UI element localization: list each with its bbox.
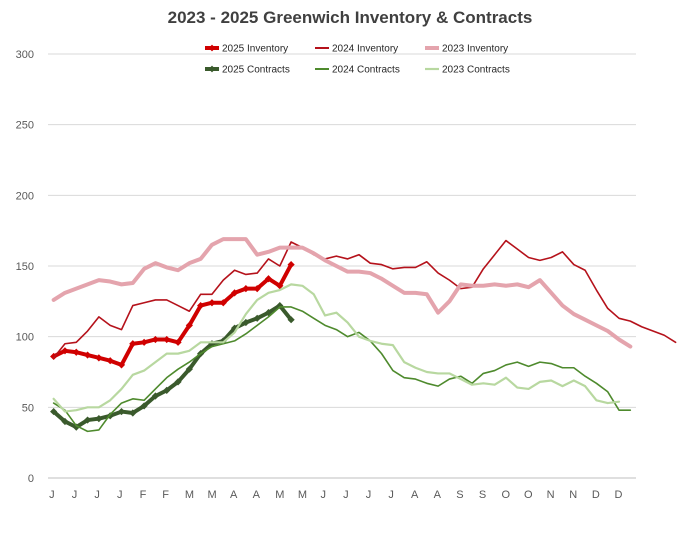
point-2025-contracts-8 (140, 402, 148, 410)
point-2025-contracts-21 (287, 316, 295, 324)
x-tick-label-13: J (343, 489, 349, 501)
point-2025-contracts-0 (50, 407, 58, 416)
x-tick-label-6: M (185, 489, 194, 501)
point-2025-inventory-0 (50, 352, 58, 361)
series-line-2025-contracts (51, 303, 294, 430)
series-line-2023-inventory (51, 237, 633, 349)
point-2025-inventory-12 (185, 321, 193, 329)
point-2025-inventory-20 (276, 282, 284, 290)
x-tick-label-5: F (162, 489, 169, 501)
y-tick-label-250: 250 (16, 120, 34, 132)
y-tick-label-50: 50 (22, 402, 34, 414)
y-tick-label-0: 0 (28, 473, 34, 485)
legend-label-5: 2023 Contracts (442, 65, 510, 76)
point-2025-contracts-17 (242, 318, 250, 327)
point-2025-contracts-2 (72, 423, 80, 431)
point-2025-inventory-16 (230, 289, 239, 297)
x-tick-label-15: J (388, 489, 394, 501)
point-2025-contracts-11 (174, 378, 182, 386)
point-2025-inventory-7 (129, 340, 137, 348)
point-2025-contracts-7 (129, 409, 137, 417)
x-tick-label-4: F (140, 489, 147, 501)
x-tick-label-14: J (366, 489, 372, 501)
x-tick-label-23: N (569, 489, 577, 501)
x-tick-label-3: J (117, 489, 123, 501)
point-2025-inventory-19 (264, 275, 273, 283)
point-2025-contracts-9 (151, 392, 160, 400)
legend-marker-0 (208, 44, 216, 52)
x-tick-label-17: A (434, 489, 442, 501)
point-2025-contracts-5 (106, 412, 114, 420)
x-tick-label-22: N (547, 489, 555, 501)
point-2025-inventory-21 (287, 260, 295, 269)
legend-marker-3 (208, 65, 216, 73)
legend-label-3: 2025 Contracts (222, 65, 290, 76)
point-2025-inventory-2 (72, 348, 80, 356)
series-line-2025-inventory (51, 262, 294, 367)
x-tick-label-21: O (524, 489, 533, 501)
point-2025-contracts-3 (83, 416, 92, 424)
legend-label-0: 2025 Inventory (222, 44, 288, 55)
x-tick-label-12: J (321, 489, 327, 501)
point-2025-inventory-14 (208, 299, 216, 307)
x-tick-label-16: A (411, 489, 419, 501)
series-line-2023-contracts (52, 283, 621, 413)
point-2025-inventory-9 (151, 335, 160, 344)
point-2025-contracts-18 (253, 314, 261, 322)
point-2025-inventory-15 (219, 299, 227, 307)
point-2025-contracts-1 (61, 417, 69, 426)
x-tick-label-9: A (253, 489, 261, 501)
x-tick-label-25: D (615, 489, 623, 501)
x-tick-label-0: J (49, 489, 55, 501)
series-line-2024-inventory (52, 239, 677, 359)
point-2025-inventory-3 (83, 351, 92, 359)
legend-label-4: 2024 Contracts (332, 65, 400, 76)
x-tick-label-11: M (298, 489, 307, 501)
point-2025-contracts-4 (95, 415, 103, 423)
series-line-2024-contracts (52, 306, 632, 433)
point-2025-contracts-20 (276, 301, 284, 310)
chart-title: 2023 - 2025 Greenwich Inventory & Contra… (167, 8, 533, 27)
y-tick-label-150: 150 (16, 261, 34, 273)
point-2025-contracts-10 (163, 386, 171, 394)
point-2025-contracts-12 (185, 365, 193, 373)
x-tick-label-1: J (72, 489, 78, 501)
point-2025-inventory-4 (95, 354, 103, 362)
x-tick-label-10: M (275, 489, 284, 501)
y-tick-label-100: 100 (16, 332, 34, 344)
x-tick-label-19: S (479, 489, 486, 501)
y-tick-label-300: 300 (16, 49, 34, 61)
point-2025-contracts-6 (117, 407, 126, 416)
x-tick-label-8: A (230, 489, 238, 501)
x-tick-label-18: S (456, 489, 463, 501)
point-2025-inventory-8 (140, 338, 148, 346)
point-2025-inventory-13 (197, 301, 205, 310)
point-2025-inventory-11 (174, 338, 182, 346)
point-2025-inventory-5 (106, 357, 114, 365)
y-tick-label-200: 200 (16, 190, 34, 202)
point-2025-inventory-6 (117, 361, 126, 369)
legend-label-1: 2024 Inventory (332, 44, 398, 55)
x-tick-label-7: M (207, 489, 216, 501)
point-2025-inventory-10 (163, 335, 171, 344)
legend-label-2: 2023 Inventory (442, 44, 508, 55)
point-2025-inventory-1 (61, 347, 69, 355)
point-2025-inventory-18 (253, 285, 261, 293)
x-tick-label-2: J (94, 489, 100, 501)
x-tick-label-24: D (592, 489, 600, 501)
x-tick-label-20: O (501, 489, 510, 501)
point-2025-inventory-17 (242, 285, 250, 293)
